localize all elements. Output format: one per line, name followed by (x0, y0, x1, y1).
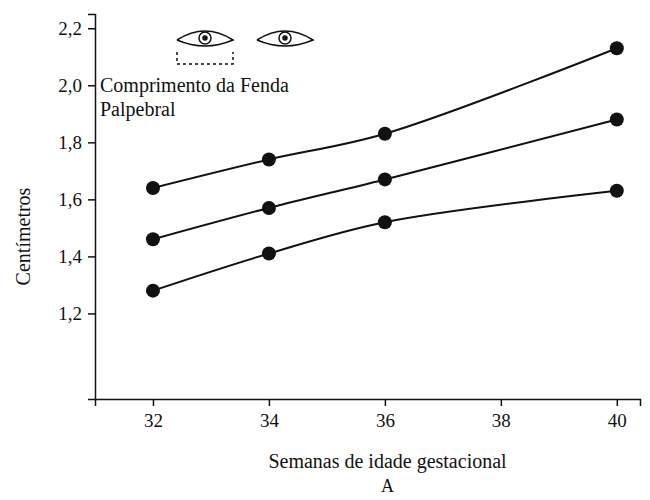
y-axis-title: Centímetros (12, 187, 34, 285)
series-point (610, 41, 624, 55)
series-point (378, 172, 392, 186)
y-tick-mark (88, 28, 95, 30)
y-tick-mark (88, 85, 95, 87)
x-axis-title: Semanas de idade gestacional (268, 450, 507, 473)
x-tick-mark (617, 399, 619, 406)
x-axis-line (96, 400, 641, 407)
y-tick-label: 2,0 (58, 75, 82, 96)
x-tick-label: 34 (260, 410, 280, 431)
eye-iris (279, 32, 291, 44)
y-tick: 1,2 (58, 303, 95, 324)
panel-letter: A (381, 476, 394, 496)
y-tick: 2,2 (58, 18, 95, 39)
series-point (610, 113, 624, 127)
series-line (153, 48, 617, 188)
eye-outline (177, 31, 233, 46)
y-tick-label: 1,6 (58, 189, 82, 210)
series-point (610, 184, 624, 198)
series-point (378, 215, 392, 229)
x-tick-label: 32 (144, 410, 163, 431)
series-line (153, 120, 617, 240)
x-tick-label: 38 (492, 410, 511, 431)
y-axis: 1,2 1,4 1,6 1,8 2,0 2,2 (58, 15, 95, 400)
y-tick: 2,0 (58, 75, 95, 96)
series-point (146, 232, 160, 246)
eye-pupil (283, 36, 287, 40)
eye-pupil (203, 36, 207, 40)
x-tick: 40 (608, 399, 627, 431)
x-tick-mark (385, 399, 387, 406)
x-tick-label: 36 (376, 410, 395, 431)
y-tick: 1,4 (58, 246, 95, 267)
title: Comprimento da FendaPalpebral (100, 74, 289, 121)
series-point (262, 152, 276, 166)
series-point (146, 284, 160, 298)
y-tick: 1,8 (58, 132, 95, 153)
x-tick: 36 (376, 399, 395, 431)
y-tick-mark (88, 142, 95, 144)
eye-illustration (177, 31, 313, 64)
x-tick-label: 40 (608, 410, 627, 431)
eye-outline (257, 31, 313, 46)
series-point (262, 201, 276, 215)
y-tick: 1,6 (58, 189, 95, 210)
x-tick-mark (269, 399, 271, 406)
chart: 32 34 36 38 40 1,2 1,4 1,6 1,8 2,0 2,2 Comprimento … (0, 0, 650, 500)
x-tick-mark (501, 399, 503, 406)
x-axis: 32 34 36 38 40 (96, 399, 641, 431)
y-tick-label: 1,2 (58, 303, 82, 324)
y-tick-mark (88, 256, 95, 258)
series-point (146, 181, 160, 195)
x-tick-mark (153, 399, 155, 406)
x-tick: 32 (144, 399, 163, 431)
y-tick-label: 1,8 (58, 132, 82, 153)
x-tick: 34 (260, 399, 280, 431)
y-tick-mark (88, 313, 95, 315)
series-point (262, 247, 276, 261)
series-point (378, 127, 392, 141)
measure-bracket (177, 52, 233, 64)
y-tick-mark (88, 199, 95, 201)
series-line (153, 191, 617, 291)
y-tick-label: 2,2 (58, 18, 82, 39)
y-tick-label: 1,4 (58, 246, 82, 267)
y-axis-line (88, 15, 96, 400)
x-tick: 38 (492, 399, 511, 431)
eye-iris (199, 32, 211, 44)
